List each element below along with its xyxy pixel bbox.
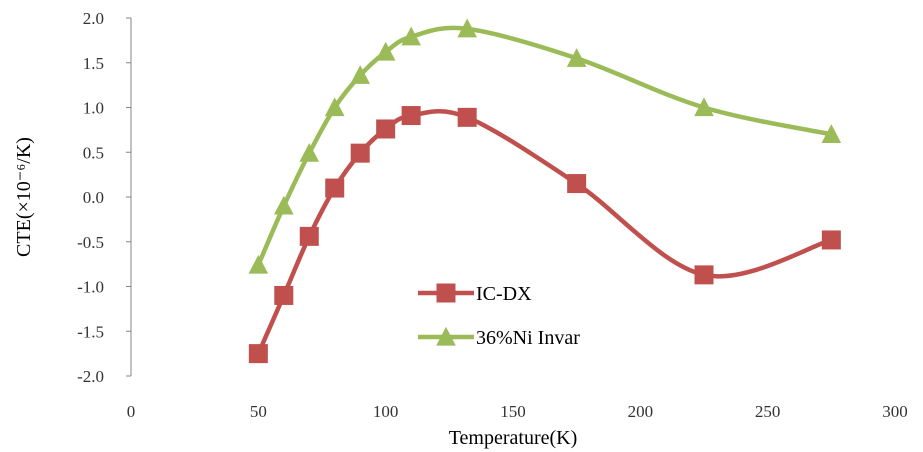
data-point-36-ni-invar <box>457 18 477 38</box>
data-point-36-ni-invar <box>401 26 421 46</box>
data-point-36-ni-invar <box>566 48 587 67</box>
x-axis: 0 50 100 150 200 250 300 <box>127 402 908 421</box>
data-point-ic-dx <box>694 265 714 285</box>
data-point-36-ni-invar <box>375 41 396 61</box>
data-point-ic-dx <box>325 178 345 198</box>
data-point-ic-dx <box>567 174 587 194</box>
data-point-ic-dx <box>274 285 294 305</box>
data-point-ic-dx <box>248 344 268 364</box>
data-point-ic-dx <box>457 107 477 127</box>
data-point-ic-dx <box>401 106 421 126</box>
x-tick-label: 250 <box>755 402 781 421</box>
y-tick-label: -2.0 <box>77 367 104 386</box>
y-tick-label: 1.0 <box>83 99 104 118</box>
x-tick-label: 200 <box>628 402 654 421</box>
x-axis-title: Temperature(K) <box>449 427 578 449</box>
series-line-ic-dx <box>256 109 832 355</box>
data-point-ic-dx <box>821 230 841 250</box>
legend-marker-ic-dx <box>436 283 456 303</box>
data-point-ic-dx <box>376 119 396 139</box>
y-tick-label: -0.5 <box>77 233 104 252</box>
legend-label-ic-dx: IC-DX <box>476 283 532 305</box>
data-point-36-ni-invar <box>324 97 345 117</box>
x-tick-label: 0 <box>127 402 136 421</box>
y-tick-label: 1.5 <box>83 54 104 73</box>
legend-marker-36-ni-invar <box>436 326 456 346</box>
series-ic-dx <box>248 106 841 364</box>
legend: IC-DX 36%Ni Invar <box>418 283 580 349</box>
y-tick-label: -1.5 <box>77 322 104 341</box>
x-tick-label: 150 <box>500 402 526 421</box>
series-36-ni-invar <box>248 18 842 274</box>
data-point-ic-dx <box>350 143 370 163</box>
series-layer <box>248 18 842 364</box>
data-point-36-ni-invar <box>248 254 269 274</box>
data-point-36-ni-invar <box>694 97 714 117</box>
x-tick-label: 100 <box>373 402 399 421</box>
y-tick-label: -1.0 <box>77 278 104 297</box>
data-point-36-ni-invar <box>350 65 371 84</box>
data-point-36-ni-invar <box>299 142 320 162</box>
y-axis: 2.0 1.5 1.0 0.5 0.0 -0.5 -1.0 -1.5 -2.0 <box>77 9 132 386</box>
data-point-36-ni-invar <box>821 124 842 143</box>
data-point-ic-dx <box>299 226 319 246</box>
series-line-36-ni-invar <box>256 25 832 266</box>
data-point-36-ni-invar <box>273 195 294 215</box>
legend-label-36-ni-invar: 36%Ni Invar <box>476 327 580 349</box>
x-tick-label: 50 <box>250 402 267 421</box>
x-tick-label: 300 <box>882 402 908 421</box>
y-tick-label: 2.0 <box>83 9 104 28</box>
y-axis-title: CTE(×10⁻⁶/K) <box>13 137 35 257</box>
y-tick-label: 0.0 <box>83 188 104 207</box>
y-tick-label: 0.5 <box>83 143 104 162</box>
